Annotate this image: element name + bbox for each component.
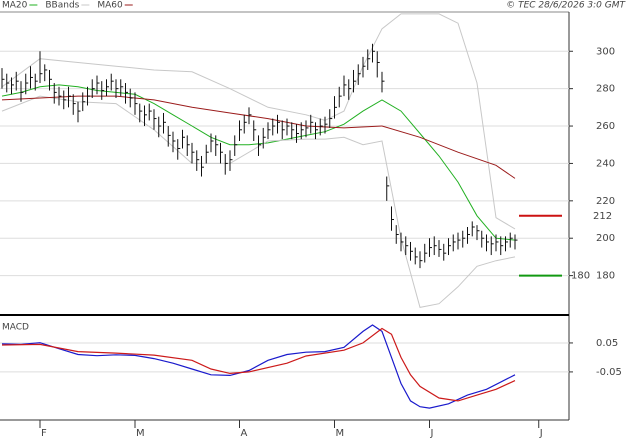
legend-label: MA20 bbox=[2, 1, 28, 11]
y-tick-label: 200 bbox=[596, 233, 615, 244]
y-tick-label: 280 bbox=[596, 84, 615, 95]
y-tick-label: 0.05 bbox=[596, 338, 618, 349]
source: © TEC 28/6/2026 3:0 GMT bbox=[506, 1, 626, 11]
x-tick-label: A bbox=[240, 428, 247, 439]
y-tick-label: 220 bbox=[596, 196, 615, 207]
legend-label: MA60 bbox=[97, 1, 123, 11]
level-label: 180 bbox=[571, 271, 590, 282]
macd-line bbox=[1, 327, 516, 402]
macd-title: MACD bbox=[2, 323, 29, 333]
legend-label: BBands bbox=[45, 1, 79, 11]
line-ma60 bbox=[1, 95, 516, 179]
x-tick-label: J bbox=[539, 428, 543, 439]
x-tick-label: F bbox=[41, 428, 47, 439]
y-tick-label: 240 bbox=[596, 158, 615, 169]
x-tick-label: M bbox=[136, 428, 145, 439]
macd-line bbox=[1, 324, 516, 409]
y-tick-label: 300 bbox=[596, 46, 615, 57]
level-label: 212 bbox=[593, 211, 612, 222]
x-tick-label: M bbox=[335, 428, 344, 439]
line-lower-band bbox=[1, 95, 516, 308]
y-tick-label: -0.05 bbox=[596, 367, 622, 378]
x-tick-label: J bbox=[429, 428, 433, 439]
y-tick-label: 260 bbox=[596, 121, 615, 132]
y-tick-label: 180 bbox=[596, 271, 615, 282]
